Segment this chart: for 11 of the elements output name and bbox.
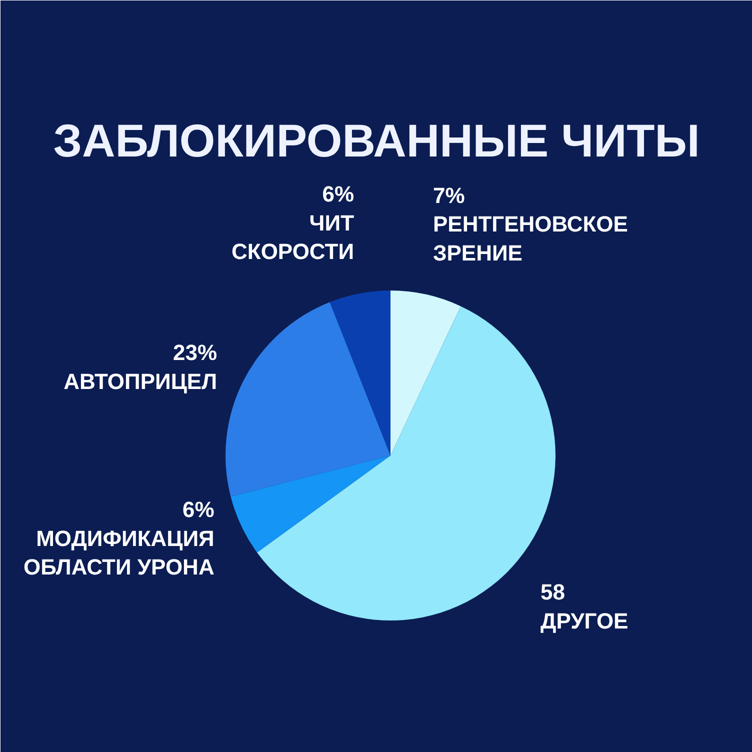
slice-label: ДРУГОЕ [540,608,628,634]
slice-label: РЕНТГЕНОВСКОЕ ЗРЕНИЕ [432,212,628,266]
data-label: 58 [540,580,566,605]
slice-label: АВТОПРИЦЕЛ [64,368,218,394]
slice-label: ЧИТ СКОРОСТИ [232,210,355,264]
data-label: 6% [182,497,214,522]
data-label: 6% [322,182,354,207]
slice-label: МОДИФИКАЦИЯ ОБЛАСТИ УРОНА [24,526,214,580]
data-label: 23% [172,340,218,366]
data-label: 7% [432,182,465,208]
chart-title: ЗАБЛОКИРОВАННЫЕ ЧИТЫ [53,114,700,166]
